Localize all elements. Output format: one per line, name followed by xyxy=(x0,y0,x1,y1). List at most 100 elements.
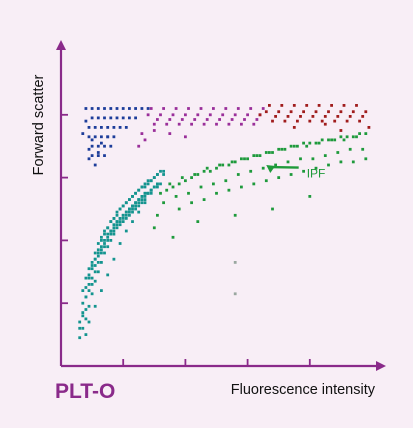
scatter-point xyxy=(152,226,156,230)
scatter-point xyxy=(224,179,228,183)
scatter-point xyxy=(100,289,103,292)
scatter-point xyxy=(264,179,268,183)
scatter-point xyxy=(137,210,141,214)
scatter-point xyxy=(103,242,106,245)
scatter-point xyxy=(333,119,337,123)
scatter-point xyxy=(196,220,200,223)
scatter-point xyxy=(140,185,144,189)
scatter-point xyxy=(78,336,82,340)
scatter-point xyxy=(90,267,94,271)
scatter-point xyxy=(364,132,368,135)
scatter-point xyxy=(128,198,131,201)
scatter-point xyxy=(106,273,110,277)
scatter-point xyxy=(202,169,206,173)
scatter-point xyxy=(171,185,175,189)
scatter-point xyxy=(128,107,131,110)
scatter-point xyxy=(137,198,141,201)
scatter-point xyxy=(137,201,141,205)
scatter-point xyxy=(258,154,262,157)
scatter-point xyxy=(233,113,237,117)
scatter-point xyxy=(274,115,277,118)
scatter-point xyxy=(249,107,253,110)
scatter-point xyxy=(118,220,122,223)
scatter-point xyxy=(274,163,277,167)
scatter-point xyxy=(177,122,181,126)
scatter-point xyxy=(96,242,100,245)
scatter-point xyxy=(103,239,106,242)
scatter-point xyxy=(100,141,103,145)
scatter-point xyxy=(311,115,315,118)
scatter-point xyxy=(249,169,253,173)
scatter-point xyxy=(109,220,113,223)
scatter-point xyxy=(118,207,122,211)
scatter-point xyxy=(221,163,225,167)
scatter-point xyxy=(87,126,91,129)
scatter-point xyxy=(140,201,144,205)
scatter-point xyxy=(87,289,91,292)
scatter-point xyxy=(361,115,365,118)
scatter-point xyxy=(93,257,97,261)
scatter-point xyxy=(348,147,352,151)
annotation-arrow-head xyxy=(266,165,276,174)
scatter-point xyxy=(124,217,128,220)
scatter-point xyxy=(96,116,100,120)
scatter-point xyxy=(78,326,82,330)
scatter-point xyxy=(268,151,271,154)
scatter-point xyxy=(255,154,259,157)
scatter-point xyxy=(327,138,330,142)
scatter-point xyxy=(100,248,103,252)
scatter-point xyxy=(317,104,321,107)
scatter-point xyxy=(96,144,100,148)
scatter-point xyxy=(118,217,122,220)
scatter-point xyxy=(208,169,212,173)
scatter-point xyxy=(193,118,197,121)
scatter-point xyxy=(152,176,156,179)
scatter-point xyxy=(271,119,274,123)
scatter-point xyxy=(106,226,110,230)
scatter-point xyxy=(243,157,246,161)
scatter-point xyxy=(87,320,91,324)
scatter-point xyxy=(187,107,190,110)
scatter-point xyxy=(264,151,268,154)
scatter-point xyxy=(199,107,203,110)
scatter-point xyxy=(96,251,100,255)
scatter-point xyxy=(314,166,318,170)
scatter-point xyxy=(323,154,327,157)
scatter-point xyxy=(106,126,110,129)
scatter-point xyxy=(212,182,215,186)
scatter-point xyxy=(87,135,91,139)
scatter-point xyxy=(115,116,119,120)
scatter-point xyxy=(292,144,296,148)
scatter-point xyxy=(103,229,106,233)
scatter-point xyxy=(115,210,119,214)
scatter-point xyxy=(90,276,94,280)
scatter-point xyxy=(137,144,141,148)
scatter-point xyxy=(115,213,119,217)
scatter-point xyxy=(149,107,153,110)
scatter-point xyxy=(109,239,113,242)
scatter-point xyxy=(168,132,172,135)
scatter-point xyxy=(323,122,327,126)
scatter-point xyxy=(115,223,119,227)
scatter-point xyxy=(314,110,318,114)
scatter-point xyxy=(162,169,165,173)
scatter-point xyxy=(96,270,100,274)
scatter-point xyxy=(233,261,237,264)
scatter-point xyxy=(121,213,125,217)
scatter-point xyxy=(100,126,103,129)
scatter-point xyxy=(81,289,85,292)
scatter-point xyxy=(84,276,88,280)
scatter-point xyxy=(277,147,281,151)
scatter-point xyxy=(106,245,110,249)
scatter-point xyxy=(96,254,100,258)
scatter-point xyxy=(131,207,134,211)
scatter-point xyxy=(112,232,116,236)
scatter-point xyxy=(364,157,368,161)
scatter-point xyxy=(90,116,94,120)
scatter-point xyxy=(180,118,184,121)
scatter-point xyxy=(84,286,88,289)
scatter-point xyxy=(283,147,287,151)
scatter-point xyxy=(156,213,159,217)
scatter-point xyxy=(143,201,147,205)
